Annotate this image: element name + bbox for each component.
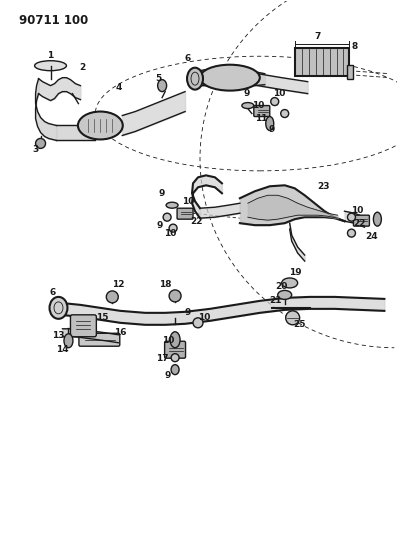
Text: 9: 9 — [157, 221, 163, 230]
Circle shape — [35, 139, 45, 148]
Circle shape — [171, 354, 179, 362]
Ellipse shape — [64, 334, 73, 348]
Text: 9: 9 — [165, 371, 171, 380]
Text: 21: 21 — [269, 296, 282, 305]
Text: 10: 10 — [164, 229, 176, 238]
Text: 9: 9 — [159, 189, 165, 198]
Text: 9: 9 — [185, 308, 191, 317]
Text: 10: 10 — [273, 89, 286, 98]
Text: 16: 16 — [114, 328, 127, 337]
Text: 22: 22 — [190, 216, 202, 225]
Ellipse shape — [278, 290, 292, 300]
Text: 6: 6 — [185, 54, 191, 63]
Text: 10: 10 — [198, 313, 210, 322]
Text: 8: 8 — [351, 42, 357, 51]
Text: 2: 2 — [79, 63, 86, 72]
Text: 7: 7 — [314, 33, 321, 41]
Circle shape — [347, 229, 355, 237]
Ellipse shape — [266, 117, 274, 131]
Text: 10: 10 — [182, 197, 194, 206]
Text: 14: 14 — [56, 345, 69, 354]
Circle shape — [271, 98, 279, 106]
Text: 18: 18 — [159, 280, 172, 289]
Text: 1: 1 — [47, 51, 54, 60]
Text: 4: 4 — [115, 83, 121, 92]
Ellipse shape — [170, 332, 180, 348]
Text: 20: 20 — [275, 282, 288, 292]
Text: 24: 24 — [365, 232, 378, 240]
Text: 25: 25 — [293, 320, 306, 329]
Text: 9: 9 — [244, 89, 250, 98]
Circle shape — [169, 290, 181, 302]
Text: 13: 13 — [52, 331, 65, 340]
Text: 10: 10 — [351, 206, 364, 215]
Text: 10: 10 — [252, 101, 264, 110]
Text: 22: 22 — [353, 219, 366, 228]
Text: 17: 17 — [156, 354, 168, 363]
FancyBboxPatch shape — [79, 333, 120, 346]
Circle shape — [281, 110, 289, 117]
Text: 9: 9 — [269, 125, 275, 134]
Bar — [295, 48, 349, 76]
Text: 12: 12 — [112, 280, 125, 289]
Ellipse shape — [158, 79, 167, 92]
Ellipse shape — [171, 365, 179, 375]
Text: 6: 6 — [49, 288, 56, 297]
Text: 3: 3 — [33, 145, 39, 154]
Text: 15: 15 — [96, 313, 109, 322]
Circle shape — [193, 318, 203, 328]
Text: 10: 10 — [162, 336, 174, 345]
FancyBboxPatch shape — [70, 315, 96, 337]
Text: 90711 100: 90711 100 — [19, 14, 88, 27]
Circle shape — [286, 311, 300, 325]
Text: 23: 23 — [317, 182, 330, 191]
Circle shape — [347, 213, 355, 221]
Ellipse shape — [242, 102, 254, 109]
Bar — [347, 64, 353, 79]
Circle shape — [169, 224, 177, 232]
Text: 5: 5 — [155, 74, 161, 83]
Ellipse shape — [282, 278, 298, 288]
Ellipse shape — [78, 111, 123, 140]
Ellipse shape — [200, 64, 260, 91]
Text: 19: 19 — [289, 269, 302, 278]
FancyBboxPatch shape — [165, 341, 185, 358]
FancyBboxPatch shape — [353, 215, 369, 226]
Ellipse shape — [35, 61, 66, 71]
Text: 11: 11 — [256, 114, 268, 123]
Circle shape — [163, 213, 171, 221]
Ellipse shape — [187, 68, 203, 90]
Ellipse shape — [373, 212, 381, 226]
Ellipse shape — [166, 202, 178, 208]
FancyBboxPatch shape — [254, 106, 270, 117]
Ellipse shape — [49, 297, 67, 319]
Circle shape — [106, 291, 118, 303]
FancyBboxPatch shape — [177, 208, 193, 219]
